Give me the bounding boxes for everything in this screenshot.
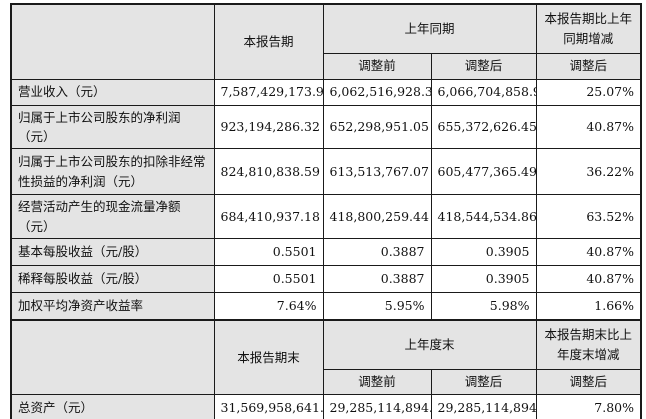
cell-change: 40.87% (535, 238, 642, 266)
header-current-period-end: 本报告期末 (213, 318, 324, 395)
cell-current-period: 0.5501 (213, 265, 324, 293)
cell-before-adjustment: 613,513,767.07 (322, 148, 432, 196)
cell-current-period: 0.5501 (213, 238, 324, 266)
row-diluted-eps: 稀释每股收益（元/股） 0.5501 0.3887 0.3905 40.87% (10, 265, 642, 293)
row-weighted-avg-roe: 加权平均净资产收益率 7.64% 5.95% 5.98% 1.66% (10, 292, 642, 320)
cell-current-period: 7.64% (213, 292, 324, 320)
row-label: 总资产（元） (10, 394, 215, 419)
row-label: 基本每股收益（元/股） (10, 238, 215, 266)
cell-after-adjustment: 418,544,534.86 (430, 194, 537, 239)
row-label: 加权平均净资产收益率 (10, 292, 215, 320)
section1-header-row-sub: 调整前 调整后 调整后 (11, 52, 642, 80)
row-operating-cash-flow: 经营活动产生的现金流量净额（元） 684,410,937.18 418,800,… (10, 194, 642, 239)
row-net-profit-excl-nonrecurring: 归属于上市公司股东的扣除非经常性损益的净利润（元） 824,810,838.59… (10, 148, 642, 196)
section1-header-row-top: 本报告期 上年同期 本报告期比上年同期增减 (10, 3, 642, 80)
header-current-period: 本报告期 (213, 3, 324, 80)
header-prior-year-end-group: 上年度末 (322, 318, 537, 370)
cell-current-period: 923,194,286.32 (213, 104, 324, 150)
row-label: 归属于上市公司股东的净利润（元） (10, 104, 215, 150)
cell-current-period: 31,569,958,641.38 (213, 394, 324, 419)
corner-empty-cell (10, 318, 215, 395)
subheader-change-after-adjustment: 调整后 (535, 52, 642, 80)
cell-change: 1.66% (535, 292, 642, 320)
subheader-after-adjustment: 调整后 (430, 52, 537, 80)
key-financial-data-table: 本报告期 上年同期 本报告期比上年同期增减 调整前 调整后 调整后 营业收入（元… (10, 3, 643, 419)
row-basic-eps: 基本每股收益（元/股） 0.5501 0.3887 0.3905 40.87% (10, 238, 642, 266)
corner-empty-cell (10, 3, 215, 80)
cell-before-adjustment: 5.95% (322, 292, 432, 320)
section2-header-row-top: 本报告期末 上年度末 本报告期末比上年度末增减 (10, 318, 642, 395)
row-operating-revenue: 营业收入（元） 7,587,429,173.92 6,062,516,928.3… (10, 78, 642, 106)
cell-after-adjustment: 0.3905 (430, 238, 537, 266)
row-label: 营业收入（元） (10, 78, 215, 106)
cell-current-period: 684,410,937.18 (213, 194, 324, 239)
cell-change: 63.52% (535, 194, 642, 239)
subheader-change-after-adjustment: 调整后 (535, 369, 642, 395)
cell-change: 36.22% (535, 148, 642, 196)
cell-change: 40.87% (535, 104, 642, 150)
header-change-vs-prior-year-end: 本报告期末比上年度末增减 (535, 318, 642, 370)
row-label: 经营活动产生的现金流量净额（元） (10, 194, 215, 239)
cell-before-adjustment: 418,800,259.44 (322, 194, 432, 239)
row-label: 归属于上市公司股东的扣除非经常性损益的净利润（元） (10, 148, 215, 196)
cell-current-period: 824,810,838.59 (213, 148, 324, 196)
cell-before-adjustment: 652,298,951.05 (322, 104, 432, 150)
cell-before-adjustment: 6,062,516,928.31 (322, 78, 432, 106)
section2-header-row-sub: 调整前 调整后 调整后 (11, 369, 642, 395)
subheader-after-adjustment: 调整后 (430, 369, 537, 395)
cell-after-adjustment: 29,285,114,894.31 (430, 394, 537, 419)
cell-after-adjustment: 655,372,626.45 (430, 104, 537, 150)
cell-after-adjustment: 605,477,365.49 (430, 148, 537, 196)
cell-after-adjustment: 5.98% (430, 292, 537, 320)
cell-before-adjustment: 0.3887 (322, 238, 432, 266)
cell-after-adjustment: 0.3905 (430, 265, 537, 293)
cell-change: 7.80% (535, 394, 642, 419)
row-label: 稀释每股收益（元/股） (10, 265, 215, 293)
cell-current-period: 7,587,429,173.92 (213, 78, 324, 106)
cell-change: 40.87% (535, 265, 642, 293)
subheader-before-adjustment: 调整前 (322, 52, 432, 80)
header-prior-period-group: 上年同期 (322, 3, 537, 54)
subheader-before-adjustment: 调整前 (322, 369, 432, 395)
header-change-vs-prior-period: 本报告期比上年同期增减 (535, 3, 642, 54)
cell-before-adjustment: 29,285,114,894.31 (322, 394, 432, 419)
cell-before-adjustment: 0.3887 (322, 265, 432, 293)
row-total-assets: 总资产（元） 31,569,958,641.38 29,285,114,894.… (10, 394, 642, 419)
cell-change: 25.07% (535, 78, 642, 106)
row-net-profit-attributable: 归属于上市公司股东的净利润（元） 923,194,286.32 652,298,… (10, 104, 642, 150)
cell-after-adjustment: 6,066,704,858.96 (430, 78, 537, 106)
